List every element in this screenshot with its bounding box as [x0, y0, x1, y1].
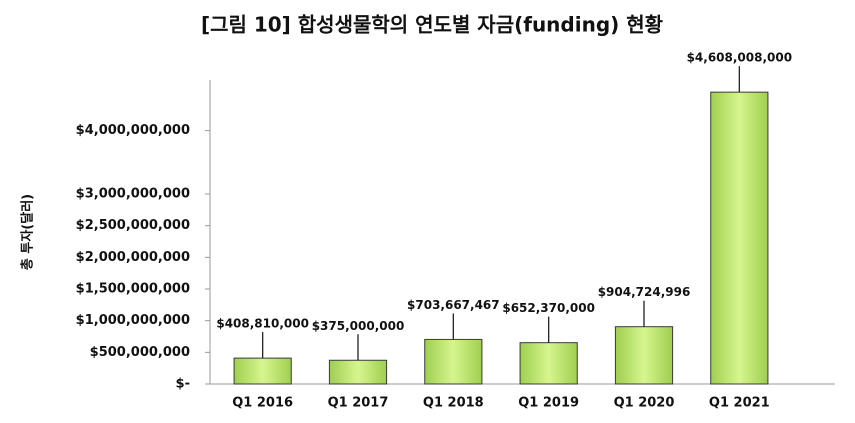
- bar: [519, 342, 578, 385]
- value-label: $652,370,000: [502, 301, 595, 315]
- value-label: $904,724,996: [598, 285, 691, 299]
- bar: [614, 326, 674, 385]
- value-label: $408,810,000: [216, 317, 309, 331]
- x-tick-label: Q1 2020: [614, 396, 675, 411]
- y-tick-label: $-: [176, 377, 190, 392]
- y-tick-label: $1,500,000,000: [76, 282, 190, 297]
- y-tick-label: $4,000,000,000: [76, 123, 190, 138]
- x-tick-label: Q1 2021: [709, 396, 770, 411]
- x-tick-label: Q1 2017: [328, 396, 389, 411]
- y-tick-label: $2,000,000,000: [76, 250, 190, 265]
- bar: [233, 357, 292, 385]
- value-label: $4,608,008,000: [687, 51, 793, 65]
- bar: [328, 359, 388, 385]
- y-tick-label: $1,000,000,000: [76, 313, 190, 328]
- y-tick-label: $500,000,000: [90, 345, 190, 360]
- y-tick-label: $3,000,000,000: [76, 187, 190, 202]
- bar: [710, 91, 769, 385]
- value-label: $703,667,467: [407, 298, 500, 312]
- y-axis-label: 총 투자(달러): [20, 194, 36, 270]
- x-tick-label: Q1 2018: [423, 396, 484, 411]
- x-tick-label: Q1 2016: [232, 396, 293, 411]
- chart-title: [그림 10] 합성생물학의 연도별 자금(funding) 현황: [201, 13, 664, 37]
- x-tick-label: Q1 2019: [518, 396, 579, 411]
- bar: [424, 338, 483, 385]
- value-label: $375,000,000: [312, 319, 405, 333]
- y-tick-label: $2,500,000,000: [76, 218, 190, 233]
